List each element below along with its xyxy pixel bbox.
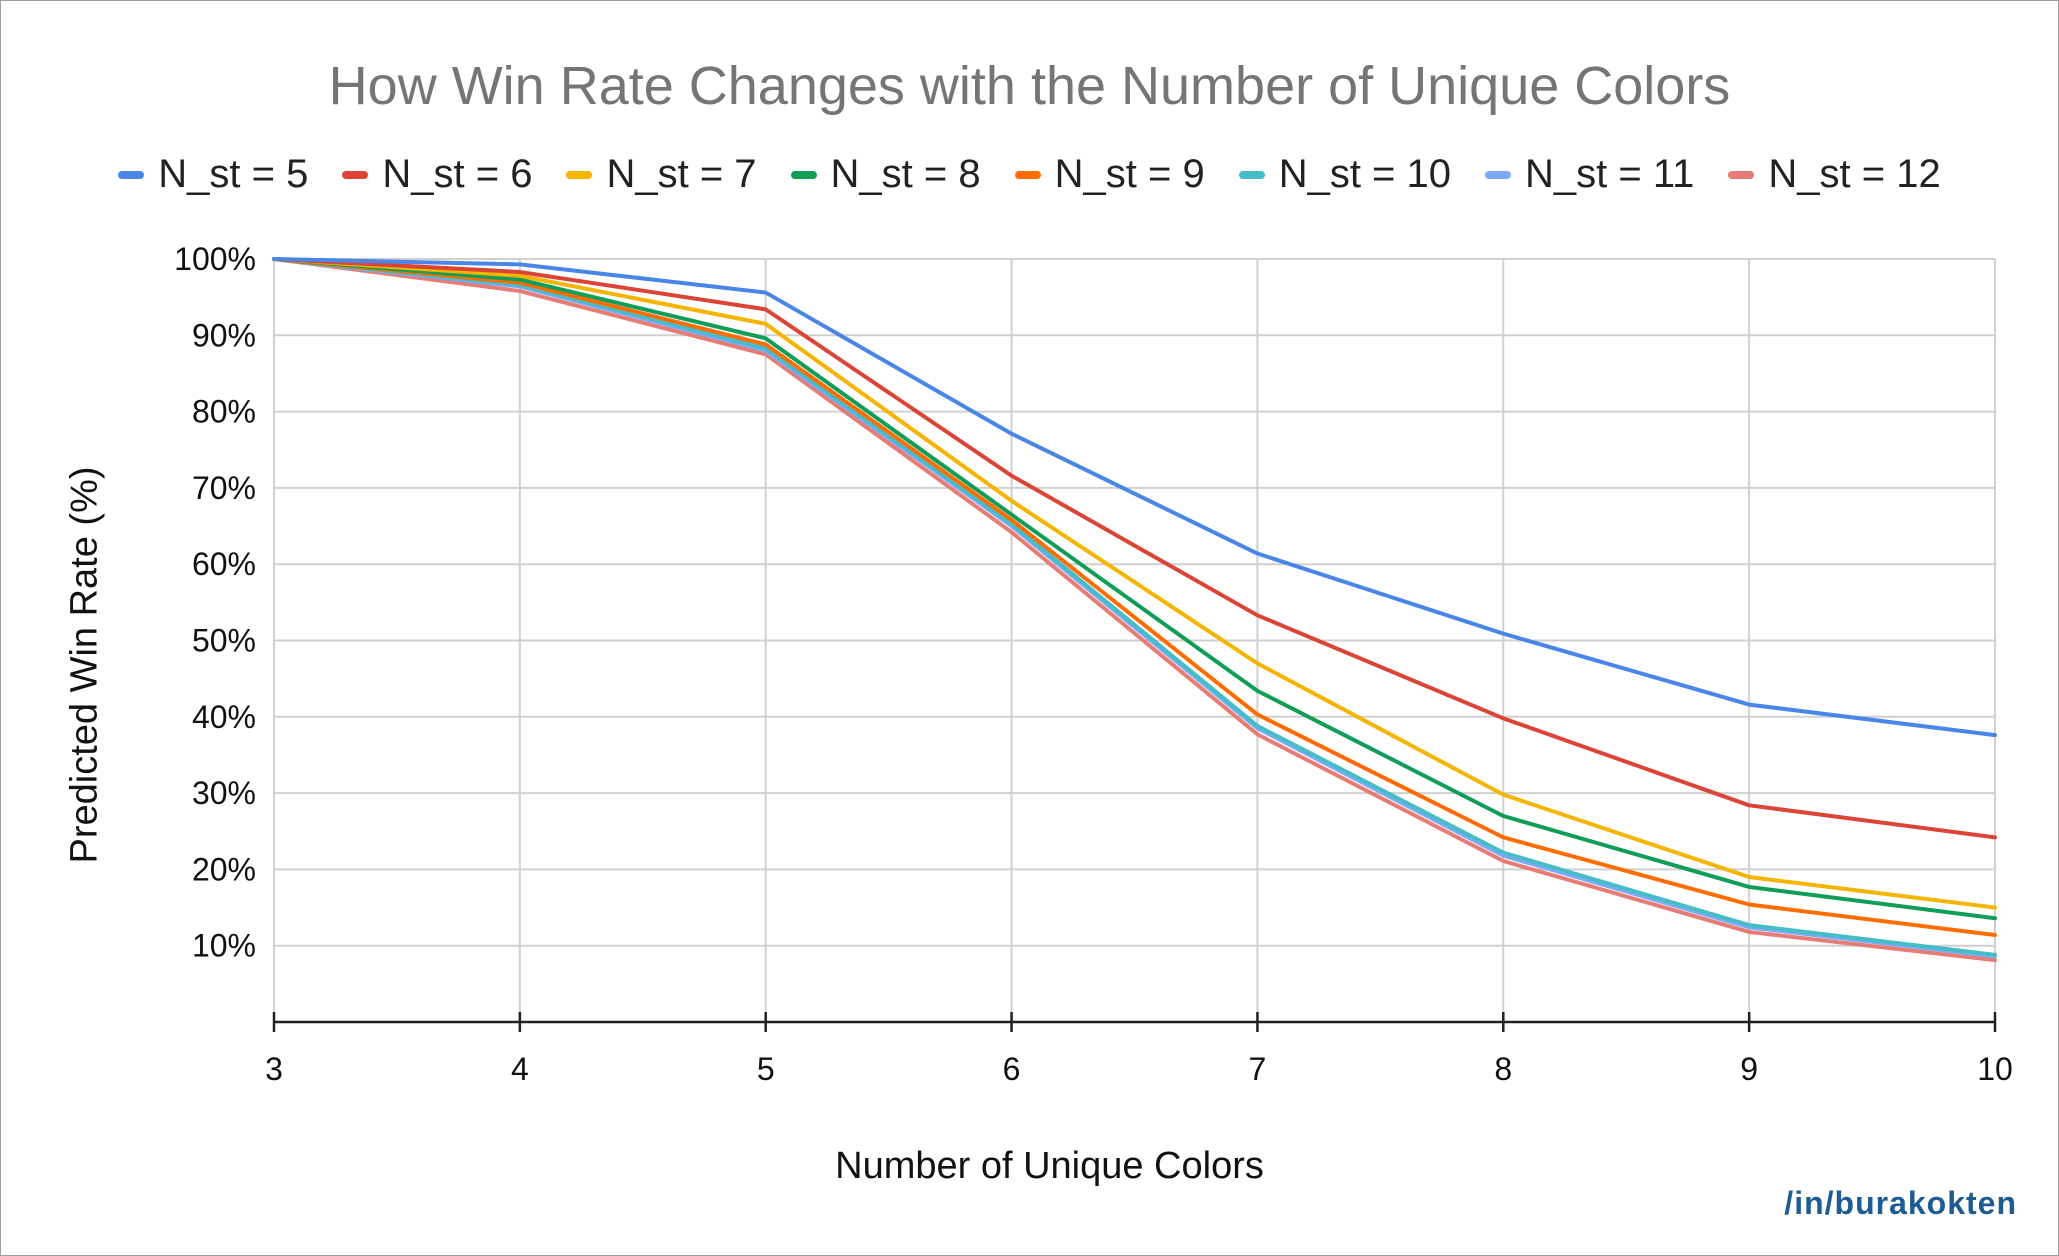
legend-label: N_st = 9: [1054, 152, 1205, 196]
x-tick-label: 5: [757, 1051, 775, 1087]
x-tick-label: 7: [1249, 1051, 1267, 1087]
legend-label: N_st = 5: [158, 152, 309, 196]
legend-swatch: [790, 170, 817, 179]
y-tick-label: 60%: [192, 546, 256, 582]
y-tick-label: 30%: [192, 775, 256, 811]
series-line-7: [272, 257, 1997, 959]
y-tick-label: 100%: [174, 241, 256, 277]
legend-swatch: [1014, 170, 1041, 179]
legend-item: N_st = 5: [118, 152, 308, 197]
legend-label: N_st = 10: [1278, 152, 1452, 196]
legend-label: N_st = 7: [606, 152, 757, 196]
series-line-3: [272, 257, 1997, 910]
chart-title: How Win Rate Changes with the Number of …: [328, 56, 1731, 116]
x-tick-label: 9: [1740, 1051, 1758, 1087]
legend-label: N_st = 12: [1768, 152, 1941, 196]
legend-swatch: [342, 170, 369, 179]
legend-item: N_st = 6: [342, 152, 532, 197]
chart-legend: N_st = 5 N_st = 6 N_st = 7 N_st = 8 N_st = 9…: [0, 152, 2059, 197]
x-tick-label: 3: [265, 1051, 283, 1087]
legend-label: N_st = 11: [1525, 152, 1695, 196]
y-tick-label: 90%: [192, 317, 256, 353]
x-axis-label: Number of Unique Colors: [835, 1145, 1264, 1187]
legend-swatch: [118, 170, 145, 179]
legend-label: N_st = 8: [830, 152, 981, 196]
y-tick-label: 70%: [192, 470, 256, 506]
series-line-5: [272, 257, 1997, 938]
legend-item: N_st = 7: [566, 152, 757, 197]
legend-item: N_st = 12: [1728, 152, 1941, 197]
series-line-6: [272, 257, 1997, 957]
legend-swatch: [566, 170, 593, 179]
legend-item: N_st = 11: [1485, 152, 1694, 197]
x-tick-label: 10: [1977, 1051, 2013, 1087]
x-tick-label: 6: [1003, 1051, 1021, 1087]
x-tick-label: 4: [511, 1051, 529, 1087]
series-line-1: [272, 257, 1997, 738]
y-tick-label: 50%: [192, 623, 256, 659]
y-tick-label: 80%: [192, 394, 256, 430]
legend-swatch: [1728, 170, 1755, 179]
x-tick-label: 8: [1494, 1051, 1512, 1087]
y-axis-label: Predicted Win Rate (%): [63, 466, 106, 864]
legend-label: N_st = 6: [382, 152, 533, 196]
y-tick-label: 20%: [192, 851, 256, 887]
legend-swatch: [1485, 170, 1512, 179]
legend-item: N_st = 10: [1238, 152, 1452, 197]
series-line-8: [272, 257, 1997, 963]
legend-swatch: [1238, 170, 1265, 179]
y-tick-label: 10%: [192, 928, 256, 964]
legend-item: N_st = 8: [790, 152, 981, 197]
series-line-2: [272, 257, 1997, 840]
legend-item: N_st = 9: [1014, 152, 1205, 197]
series-line-4: [272, 257, 1997, 921]
watermark-handle: /in/burakokten: [1784, 1185, 2017, 1221]
y-tick-label: 40%: [192, 699, 256, 735]
